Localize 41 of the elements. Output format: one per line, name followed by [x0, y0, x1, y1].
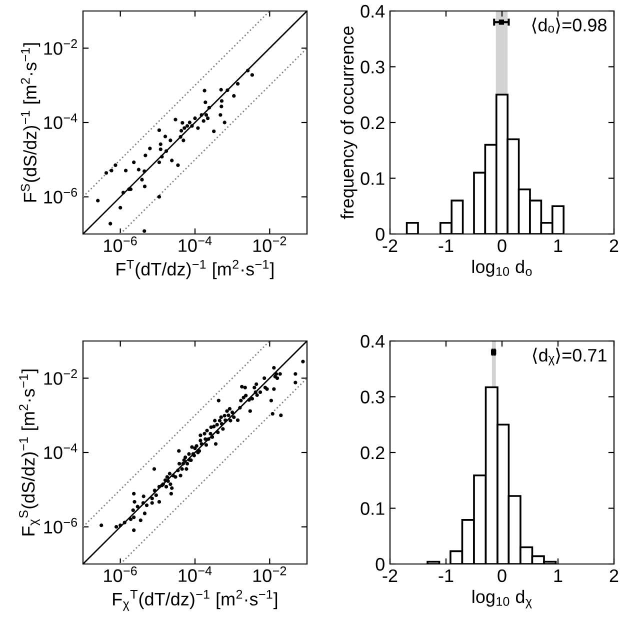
x-tick-label: -1 — [438, 570, 454, 582]
x-tick-label: -2 — [382, 569, 398, 582]
x-tick-label: -2 — [382, 239, 398, 252]
y-tick-label: 0.1 — [360, 172, 384, 185]
x-tick-label: 0 — [498, 239, 506, 252]
x-tick-label: 2 — [610, 239, 618, 252]
annotation: ⟨dₒ⟩=0.98 — [532, 18, 606, 34]
y-tick-label: 0.4 — [360, 334, 385, 348]
x-tick-label: 10$^{−6}$ — [104, 236, 137, 252]
y-tick-label: 0.2 — [360, 446, 384, 460]
annotation: ⟨dᵪ⟩=0.71 — [532, 348, 606, 366]
x-tick-label: 10$^{−2}$ — [253, 236, 286, 252]
y-tick-label: 0.3 — [360, 390, 384, 404]
y-tick-label: 0.1 — [360, 502, 384, 515]
text: F$_{χ}$$^{T}$(dT/dz)$^{−1}$ [m$^{2}$·s$^{−1}$] — [113, 590, 278, 611]
x-tick-label: 10$^{−6}$ — [104, 566, 137, 582]
x-axis-title: log$_{10}$ d$_{χ}$ — [472, 590, 532, 608]
x-tick-label: 10$^{−4}$ — [178, 236, 212, 252]
x-axis-title: log$_{10}$ d$_{o}$ — [472, 260, 532, 277]
y-axis-title: frequency of occurrence — [340, 26, 358, 220]
x-tick-label: 10$^{−2}$ — [253, 566, 286, 582]
text: F$_{χ}$$^{S}$(dS/dz)$^{−1}$ [m$^{2}$·s$^{−1}$] — [19, 370, 40, 536]
y-tick-label: 10$^{−2}$ — [44, 369, 77, 385]
y-tick-label: 10$^{−4}$ — [44, 444, 78, 460]
y-tick-label: 0 — [376, 228, 384, 241]
x-tick-label: 1 — [554, 240, 562, 252]
text: F$^{S}$(dS/dz)$^{−1}$ [m$^{2}$·s$^{−1}$] — [20, 43, 40, 202]
y-tick-label: 10$^{−2}$ — [44, 39, 77, 55]
y-tick-label: 10$^{−4}$ — [44, 114, 78, 130]
y-tick-label: 0.2 — [360, 116, 384, 130]
x-tick-label: 1 — [554, 570, 562, 582]
x-tick-label: -1 — [438, 240, 454, 252]
x-tick-label: 10$^{−4}$ — [178, 566, 212, 582]
y-tick-label: 0.3 — [360, 60, 384, 74]
y-tick-label: 0 — [376, 558, 384, 571]
y-tick-label: 10$^{−6}$ — [44, 518, 78, 534]
y-tick-label: 10$^{−6}$ — [44, 188, 78, 204]
x-tick-label: 0 — [498, 569, 506, 582]
y-tick-label: 0.4 — [360, 4, 385, 18]
x-tick-label: 2 — [610, 569, 618, 582]
text: F$^{T}$(dT/dz)$^{−1}$ [m$^{2}$·s$^{−1}$] — [116, 260, 274, 280]
